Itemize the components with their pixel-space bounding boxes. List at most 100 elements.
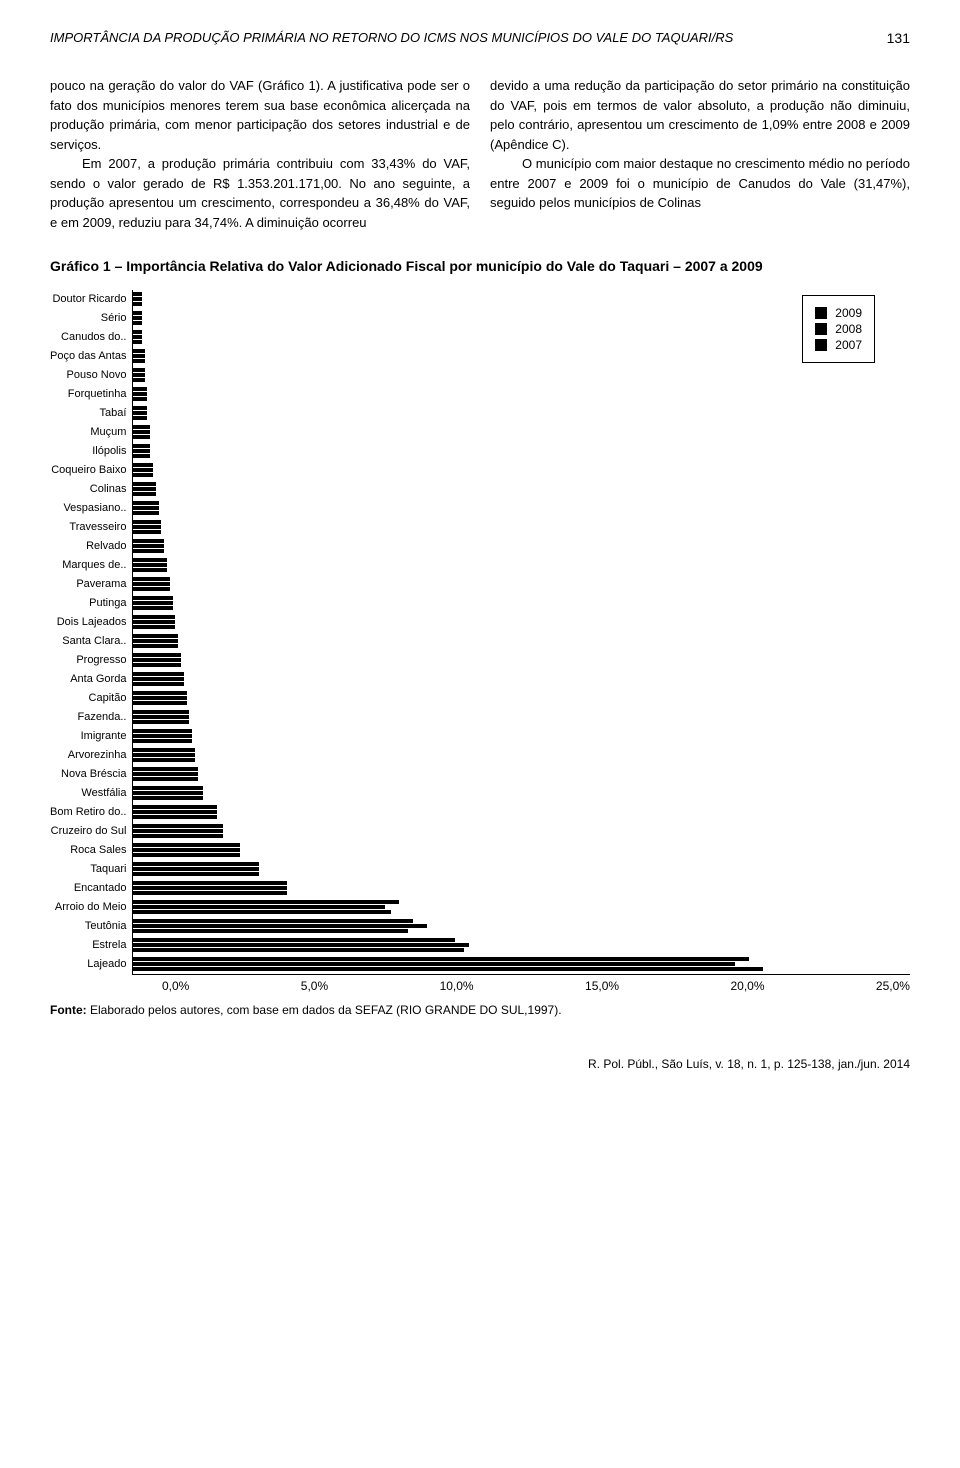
y-axis-label: Travesseiro: [69, 518, 126, 537]
bar-2009: [133, 463, 153, 467]
y-axis-label: Dois Lajeados: [57, 613, 127, 632]
y-axis-label: Tabaí: [100, 404, 127, 423]
bar-2008: [133, 582, 169, 586]
y-axis-label: Coqueiro Baixo: [51, 461, 126, 480]
bar-2007: [133, 701, 186, 705]
bar-2007: [133, 720, 189, 724]
bar-2007: [133, 625, 175, 629]
y-axis-label: Doutor Ricardo: [52, 290, 126, 309]
bar-group: [133, 955, 910, 974]
bar-group: [133, 328, 910, 347]
left-paragraph-2: Em 2007, a produção primária contribuiu …: [50, 154, 470, 232]
bar-2009: [133, 805, 217, 809]
y-axis-label: Progresso: [76, 651, 126, 670]
bar-2008: [133, 848, 239, 852]
bar-2009: [133, 919, 413, 923]
bar-2009: [133, 406, 147, 410]
y-axis-labels: Doutor RicardoSérioCanudos do..Poço das …: [50, 290, 132, 975]
bar-2007: [133, 853, 239, 857]
y-axis-label: Poço das Antas: [50, 347, 126, 366]
bar-2007: [133, 815, 217, 819]
bar-group: [133, 537, 910, 556]
bar-2007: [133, 321, 141, 325]
y-axis-label: Cruzeiro do Sul: [51, 822, 127, 841]
bar-2009: [133, 843, 239, 847]
bar-group: [133, 936, 910, 955]
bar-2007: [133, 758, 195, 762]
y-axis-label: Ilópolis: [92, 442, 126, 461]
bar-2008: [133, 373, 144, 377]
x-axis-tick: 10,0%: [440, 979, 474, 993]
source-label: Fonte:: [50, 1003, 87, 1017]
y-axis-label: Relvado: [86, 537, 126, 556]
bar-group: [133, 442, 910, 461]
chart-title: Gráfico 1 – Importância Relativa do Valo…: [50, 257, 910, 277]
left-column: pouco na geração do valor do VAF (Gráfic…: [50, 76, 470, 232]
bar-2008: [133, 734, 192, 738]
bar-group: [133, 290, 910, 309]
bar-group: [133, 651, 910, 670]
bar-2008: [133, 829, 223, 833]
bar-2007: [133, 568, 167, 572]
bar-2008: [133, 354, 144, 358]
bar-2008: [133, 601, 172, 605]
y-axis-label: Muçum: [90, 423, 126, 442]
bar-2007: [133, 492, 155, 496]
header-title: IMPORTÂNCIA DA PRODUÇÃO PRIMÁRIA NO RETO…: [50, 30, 733, 45]
x-axis-tick: 20,0%: [730, 979, 764, 993]
bar-2007: [133, 302, 141, 306]
y-axis-label: Colinas: [90, 480, 127, 499]
bar-2007: [133, 663, 181, 667]
bar-group: [133, 879, 910, 898]
bar-2009: [133, 311, 141, 315]
bar-2008: [133, 791, 203, 795]
bar-group: [133, 518, 910, 537]
bar-2007: [133, 378, 144, 382]
bar-group: [133, 423, 910, 442]
bar-group: [133, 366, 910, 385]
y-axis-label: Anta Gorda: [70, 670, 126, 689]
bar-2009: [133, 824, 223, 828]
right-paragraph-1: devido a uma redução da participação do …: [490, 76, 910, 154]
y-axis-label: Estrela: [92, 936, 126, 955]
bar-2008: [133, 430, 150, 434]
bar-2007: [133, 796, 203, 800]
bar-group: [133, 556, 910, 575]
y-axis-label: Fazenda..: [78, 708, 127, 727]
bar-2007: [133, 359, 144, 363]
bar-2008: [133, 316, 141, 320]
bar-2009: [133, 767, 197, 771]
x-axis-tick: 5,0%: [301, 979, 328, 993]
bar-2008: [133, 544, 164, 548]
bar-group: [133, 594, 910, 613]
y-axis-label: Arvorezinha: [68, 746, 127, 765]
bar-2008: [133, 753, 195, 757]
bar-2007: [133, 644, 178, 648]
bar-2007: [133, 587, 169, 591]
bar-group: [133, 632, 910, 651]
bar-group: [133, 917, 910, 936]
y-axis-label: Nova Bréscia: [61, 765, 126, 784]
bar-group: [133, 784, 910, 803]
bar-2007: [133, 910, 391, 914]
bar-2007: [133, 397, 147, 401]
bar-2008: [133, 620, 175, 624]
bar-2007: [133, 511, 158, 515]
bar-2008: [133, 411, 147, 415]
bar-group: [133, 309, 910, 328]
chart-container: 2009 2008 2007 Doutor RicardoSérioCanudo…: [50, 285, 910, 993]
left-paragraph-1: pouco na geração do valor do VAF (Gráfic…: [50, 76, 470, 154]
bar-2009: [133, 577, 169, 581]
y-axis-label: Putinga: [89, 594, 126, 613]
bar-2007: [133, 435, 150, 439]
bar-group: [133, 822, 910, 841]
bar-group: [133, 689, 910, 708]
bar-2008: [133, 772, 197, 776]
bar-2009: [133, 444, 150, 448]
x-axis-labels: 0,0%5,0%10,0%15,0%20,0%25,0%: [162, 979, 910, 993]
page-footer: R. Pol. Públ., São Luís, v. 18, n. 1, p.…: [50, 1057, 910, 1071]
page-number: 131: [887, 30, 910, 46]
bar-2009: [133, 900, 399, 904]
bar-2007: [133, 340, 141, 344]
bar-2009: [133, 425, 150, 429]
